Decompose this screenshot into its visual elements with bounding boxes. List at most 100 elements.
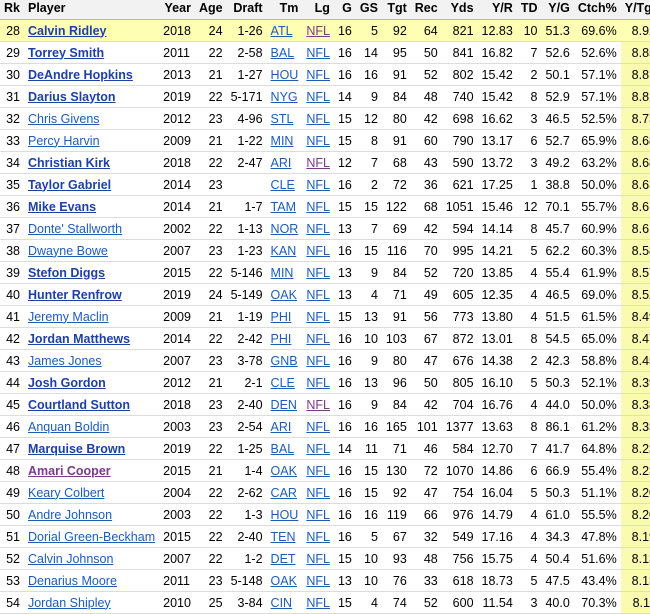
team-link[interactable]: DEN [270,397,297,412]
header-yards[interactable]: Yds [441,0,478,20]
header-yards-per-target[interactable]: Y/Tgt [620,0,650,20]
league-link[interactable]: NFL [306,23,330,38]
league-link[interactable]: NFL [306,485,330,500]
team-link[interactable]: CLE [270,177,295,192]
team-link[interactable]: HOU [270,507,299,522]
header-age[interactable]: Age [194,0,227,20]
league-link[interactable]: NFL [306,111,330,126]
team-link[interactable]: ARI [270,155,292,170]
player-link[interactable]: Darius Slayton [27,89,116,104]
header-league[interactable]: Lg [302,0,334,20]
header-touchdowns[interactable]: TD [516,0,542,20]
year-cell: 2011 [159,41,195,64]
team-link[interactable]: MIN [270,133,294,148]
league-link[interactable]: NFL [306,309,330,324]
team-link[interactable]: GNB [270,353,298,368]
team-link[interactable]: KAN [270,243,297,258]
team-link[interactable]: MIN [270,265,294,280]
player-link[interactable]: Percy Harvin [27,133,100,148]
player-link[interactable]: Dwayne Bowe [27,243,108,258]
player-link[interactable]: Jordan Shipley [27,595,111,610]
header-games-started[interactable]: GS [355,0,382,20]
league-link[interactable]: NFL [306,441,330,456]
player-link[interactable]: Courtland Sutton [27,397,131,412]
header-team[interactable]: Tm [266,0,303,20]
header-draft[interactable]: Draft [226,0,267,20]
team-link[interactable]: CAR [270,485,297,500]
team-link[interactable]: STL [270,111,294,126]
league-link[interactable]: NFL [306,595,330,610]
player-link[interactable]: Keary Colbert [27,485,105,500]
league-link[interactable]: NFL [306,287,330,302]
header-receptions[interactable]: Rec [410,0,442,20]
league-link[interactable]: NFL [306,507,330,522]
league-link[interactable]: NFL [306,331,330,346]
league-link[interactable]: NFL [306,265,330,280]
age-cell: 23 [194,239,227,262]
player-link[interactable]: Calvin Ridley [27,23,107,38]
header-year[interactable]: Year [159,0,195,20]
team-link[interactable]: TEN [270,529,296,544]
player-link[interactable]: DeAndre Hopkins [27,67,133,82]
player-link[interactable]: Donte' Stallworth [27,221,123,236]
player-link[interactable]: Hunter Renfrow [27,287,122,302]
team-link[interactable]: ATL [270,23,293,38]
league-link[interactable]: NFL [306,419,330,434]
team-link[interactable]: ARI [270,419,292,434]
team-link[interactable]: PHI [270,309,292,324]
player-link[interactable]: Torrey Smith [27,45,105,60]
header-yards-per-reception[interactable]: Y/R [477,0,517,20]
player-link[interactable]: Jordan Matthews [27,331,131,346]
player-link[interactable]: Mike Evans [27,199,97,214]
header-rank[interactable]: Rk [0,0,24,20]
player-link[interactable]: Christian Kirk [27,155,110,170]
league-link[interactable]: NFL [306,133,330,148]
team-link[interactable]: PHI [270,331,292,346]
league-link[interactable]: NFL [306,221,330,236]
league-link[interactable]: NFL [306,375,330,390]
team-link[interactable]: CIN [270,595,293,610]
league-link[interactable]: NFL [306,573,330,588]
player-link[interactable]: James Jones [27,353,102,368]
header-catch-pct[interactable]: Ctch% [573,0,621,20]
team-link[interactable]: NYG [270,89,298,104]
team-link[interactable]: BAL [270,441,295,456]
header-targets[interactable]: Tgt [381,0,411,20]
player-link[interactable]: Stefon Diggs [27,265,106,280]
team-link[interactable]: BAL [270,45,295,60]
team-link[interactable]: OAK [270,287,297,302]
player-link[interactable]: Jeremy Maclin [27,309,109,324]
team-link[interactable]: DET [270,551,296,566]
league-link[interactable]: NFL [306,463,330,478]
league-link[interactable]: NFL [306,199,330,214]
league-link[interactable]: NFL [306,177,330,192]
league-link[interactable]: NFL [306,397,330,412]
player-link[interactable]: Marquise Brown [27,441,126,456]
league-link[interactable]: NFL [306,155,330,170]
team-link[interactable]: CLE [270,375,295,390]
player-link[interactable]: Anquan Boldin [27,419,110,434]
player-link[interactable]: Denarius Moore [27,573,117,588]
league-link[interactable]: NFL [306,67,330,82]
header-games[interactable]: G [333,0,356,20]
player-link[interactable]: Calvin Johnson [27,551,114,566]
league-link[interactable]: NFL [306,551,330,566]
team-link[interactable]: OAK [270,463,297,478]
player-link[interactable]: Amari Cooper [27,463,111,478]
player-link[interactable]: Andre Johnson [27,507,113,522]
league-link[interactable]: NFL [306,45,330,60]
team-link[interactable]: NOR [270,221,299,236]
league-link[interactable]: NFL [306,243,330,258]
team-link[interactable]: TAM [270,199,297,214]
player-link[interactable]: Taylor Gabriel [27,177,112,192]
player-link[interactable]: Dorial Green-Beckham [27,529,156,544]
league-link[interactable]: NFL [306,89,330,104]
team-link[interactable]: HOU [270,67,299,82]
league-link[interactable]: NFL [306,353,330,368]
player-link[interactable]: Josh Gordon [27,375,106,390]
team-link[interactable]: OAK [270,573,297,588]
player-link[interactable]: Chris Givens [27,111,100,126]
league-link[interactable]: NFL [306,529,330,544]
header-yards-per-game[interactable]: Y/G [541,0,574,20]
header-player[interactable]: Player [23,0,160,20]
